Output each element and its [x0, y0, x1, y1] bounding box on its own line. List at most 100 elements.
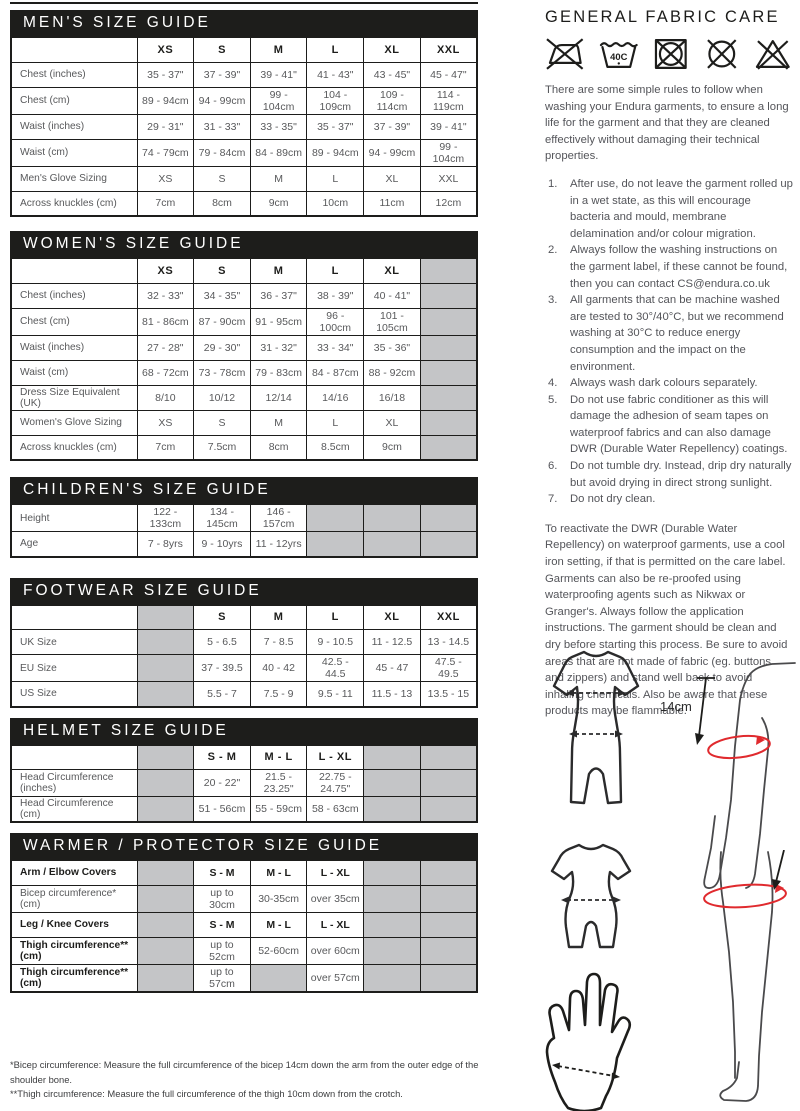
fabric-care-rule: All garments that can be machine washed …: [548, 292, 784, 373]
row-label: Across knuckles (cm): [10, 190, 138, 217]
value-cell: over 60cm: [306, 936, 365, 965]
value-cell: 94 - 99cm: [363, 138, 421, 167]
value-cell: 89 - 94cm: [136, 86, 195, 115]
section-title: CHILDREN'S SIZE GUIDE: [23, 481, 271, 498]
footnotes: *Bicep circumference: Measure the full c…: [10, 1058, 490, 1102]
row-label: Chest (cm): [10, 307, 138, 336]
value-cell: 5 - 6.5: [193, 629, 251, 655]
value-cell: XL: [363, 409, 421, 436]
footnote-bicep: *Bicep circumference: Measure the full c…: [10, 1059, 479, 1085]
corner-cell: [10, 257, 138, 284]
value-cell: 81 - 86cm: [136, 307, 195, 336]
male-torso-diagram: [552, 650, 640, 805]
dwr-paragraph: To reactivate the DWR (Durable Water Rep…: [545, 522, 788, 718]
value-cell: 96 - 100cm: [306, 307, 365, 336]
footwear-size-guide-section: FOOTWEAR SIZE GUIDE S M L XL XXL UK Size 5 - 6…: [10, 577, 478, 708]
value-cell: 40 - 42: [249, 654, 308, 682]
row-label: Bicep circumference* (cm): [10, 884, 138, 913]
row-label: Across knuckles (cm): [10, 434, 138, 461]
empty-cell: [136, 796, 195, 823]
value-cell: 39 - 41": [249, 61, 308, 88]
value-cell: 8cm: [193, 190, 251, 217]
row-label: EU Size: [10, 654, 138, 682]
empty-cell: [363, 936, 421, 965]
value-cell: 39 - 41": [419, 113, 478, 140]
value-cell: 134 - 145cm: [193, 503, 251, 532]
value-cell: 8/10: [136, 384, 195, 411]
value-cell: up to 30cm: [193, 884, 251, 913]
value-cell: 9.5 - 11: [306, 681, 365, 707]
empty-cell: [136, 911, 195, 938]
size-header-cell: M - L: [249, 744, 308, 770]
value-cell: 68 - 72cm: [136, 359, 195, 386]
empty-cell: [249, 963, 308, 992]
value-cell: 7 - 8.5: [249, 629, 308, 655]
row-label: Arm / Elbow Covers: [10, 859, 138, 886]
value-cell: 20 - 22": [193, 769, 251, 797]
wash-temp-label: 40C: [610, 51, 627, 62]
row-label: Chest (cm): [10, 86, 138, 115]
value-cell: L - XL: [306, 911, 365, 938]
mens-size-guide-section: MEN'S SIZE GUIDE XS S M L XL XXL Chest (inches…: [10, 10, 478, 217]
do-not-dry-clean-icon: [706, 39, 737, 69]
fabric-care-rules: After use, do not leave the garment roll…: [545, 176, 793, 508]
value-cell: 5.5 - 7: [193, 681, 251, 707]
row-label: Head Circumference (inches): [10, 769, 138, 797]
value-cell: XL: [363, 165, 421, 192]
empty-cell: [306, 531, 365, 557]
section-title-bar: CHILDREN'S SIZE GUIDE: [10, 477, 478, 503]
fabric-care-rule: Always follow the washing instructions o…: [548, 242, 788, 290]
size-header-cell: S: [193, 604, 251, 630]
childrens-size-guide-section: CHILDREN'S SIZE GUIDE Height 122 - 133cm 1…: [10, 477, 478, 558]
value-cell: 104 - 109cm: [306, 86, 365, 115]
row-label: Men's Glove Sizing: [10, 165, 138, 192]
womens-size-guide-section: WOMEN'S SIZE GUIDE XS S M L XL Chest (inches)…: [10, 231, 478, 461]
value-cell: 10cm: [306, 190, 365, 217]
top-rule: [10, 2, 478, 4]
value-cell: 29 - 31": [136, 113, 195, 140]
empty-cell: [136, 859, 195, 886]
value-cell: 9cm: [363, 434, 421, 461]
womens-size-table: XS S M L XL Chest (inches) 32 - 33" 34 - 35" 36 …: [10, 257, 478, 461]
do-not-tumble-dry-icon: [655, 39, 687, 69]
row-label: Waist (cm): [10, 359, 138, 386]
value-cell: 41 - 43": [306, 61, 365, 88]
value-cell: over 35cm: [306, 884, 365, 913]
empty-cell: [136, 884, 195, 913]
value-cell: 9 - 10.5: [306, 629, 365, 655]
empty-cell: [419, 769, 478, 797]
fabric-care-rule: Do not tumble dry. Instead, drip dry nat…: [548, 458, 792, 489]
arm-measure-label: 14cm: [660, 699, 692, 714]
value-cell: 35 - 36": [363, 334, 421, 361]
fabric-care-rule: Do not dry clean.: [548, 491, 656, 507]
value-cell: L - XL: [306, 859, 365, 886]
value-cell: 42.5 - 44.5: [306, 654, 365, 682]
empty-cell: [419, 307, 478, 336]
empty-cell: [419, 796, 478, 823]
size-header-cell: S: [193, 36, 251, 63]
size-tables-column: MEN'S SIZE GUIDE XS S M L XL XXL Chest (inches…: [10, 10, 478, 993]
value-cell: S - M: [193, 911, 251, 938]
fabric-care-rule: After use, do not leave the garment roll…: [548, 176, 793, 240]
value-cell: 37 - 39": [193, 61, 251, 88]
value-cell: 58 - 63cm: [306, 796, 365, 823]
empty-cell: [419, 744, 478, 770]
value-cell: 122 - 133cm: [136, 503, 195, 532]
row-label: Thigh circumference** (cm): [10, 963, 138, 992]
measurement-diagrams: 14cm: [540, 638, 800, 1111]
value-cell: 91 - 95cm: [249, 307, 308, 336]
empty-cell: [306, 503, 365, 532]
value-cell: 36 - 37": [249, 282, 308, 309]
warmer-protector-size-guide-section: WARMER / PROTECTOR SIZE GUIDE Arm / Elbo…: [10, 833, 478, 993]
leg-diagram: [703, 850, 787, 1102]
value-cell: 51 - 56cm: [193, 796, 251, 823]
value-cell: 40 - 41": [363, 282, 421, 309]
value-cell: 8cm: [249, 434, 308, 461]
value-cell: 32 - 33": [136, 282, 195, 309]
value-cell: 31 - 33": [193, 113, 251, 140]
row-label: Waist (inches): [10, 334, 138, 361]
row-label: Waist (inches): [10, 113, 138, 140]
value-cell: 9 - 10yrs: [193, 531, 251, 557]
corner-cell: [10, 744, 138, 770]
